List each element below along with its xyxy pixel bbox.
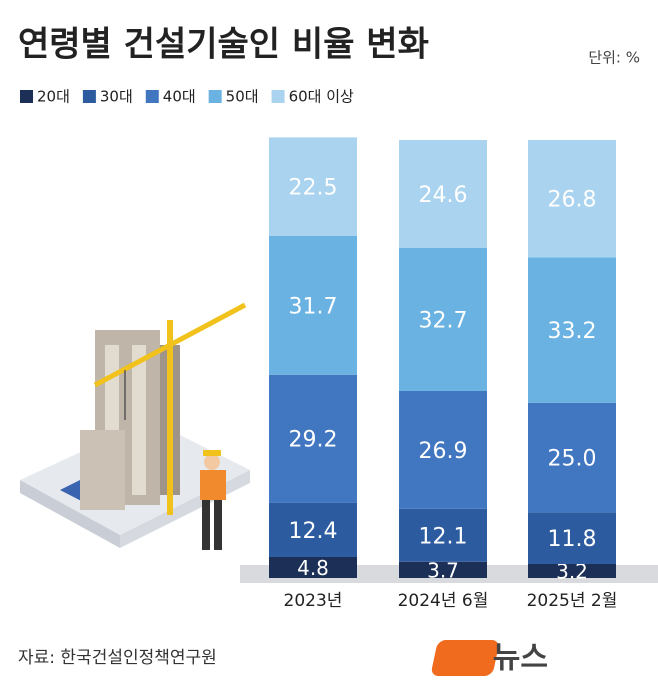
x-tick-label: 2023년 <box>284 591 343 611</box>
value-label: 29.2 <box>289 428 338 453</box>
legend-label: 60대 이상 <box>289 88 354 106</box>
bar-segment <box>528 140 616 258</box>
value-label: 12.1 <box>419 524 468 549</box>
chart-title: 연령별 건설기술인 비율 변화 <box>18 25 429 65</box>
legend-swatch <box>271 90 285 103</box>
legend-swatch <box>145 90 159 103</box>
value-label: 31.7 <box>289 294 338 319</box>
value-label: 25.0 <box>548 447 597 472</box>
logo-text: 뉴스 <box>493 641 548 676</box>
legend-swatch <box>208 90 222 103</box>
bar-segment <box>528 563 616 578</box>
bar-segment <box>269 235 357 375</box>
bar-segment <box>528 257 616 403</box>
bar-segment <box>269 556 357 578</box>
value-label: 24.6 <box>419 183 468 208</box>
bar-segment <box>399 390 487 509</box>
legend-label: 50대 <box>226 88 259 106</box>
logo-badge <box>431 640 499 676</box>
bar-segment <box>528 512 616 564</box>
legend-swatch <box>20 90 33 103</box>
bar-segment <box>528 402 616 513</box>
bar-segment <box>399 508 487 562</box>
bar-segment <box>269 137 357 236</box>
value-label: 26.9 <box>419 439 468 464</box>
value-label: 22.5 <box>289 176 338 201</box>
bar-segment <box>399 140 487 248</box>
illustration <box>20 302 250 550</box>
value-label: 33.2 <box>548 319 597 344</box>
source: 자료: 한국건설인정책연구원 <box>18 648 217 668</box>
value-label: 3.7 <box>427 558 459 582</box>
legend-label: 20대 <box>37 88 70 106</box>
logo-mark: 1 <box>590 641 609 674</box>
bar-segment <box>399 561 487 578</box>
bar-segment <box>269 374 357 503</box>
bar-segment <box>399 247 487 391</box>
bar-segment <box>269 502 357 557</box>
legend-label: 30대 <box>100 88 133 106</box>
value-label: 26.8 <box>548 188 597 213</box>
legend-label: 40대 <box>163 88 196 106</box>
x-tick-label: 2025년 2월 <box>527 591 618 611</box>
x-tick-label: 2024년 6월 <box>398 591 489 611</box>
value-label: 32.7 <box>419 308 468 333</box>
value-label: 12.4 <box>289 519 338 544</box>
unit-label: 단위: % <box>588 49 640 67</box>
legend-swatch <box>82 90 96 103</box>
value-label: 4.8 <box>297 556 329 580</box>
value-label: 11.8 <box>548 527 597 552</box>
